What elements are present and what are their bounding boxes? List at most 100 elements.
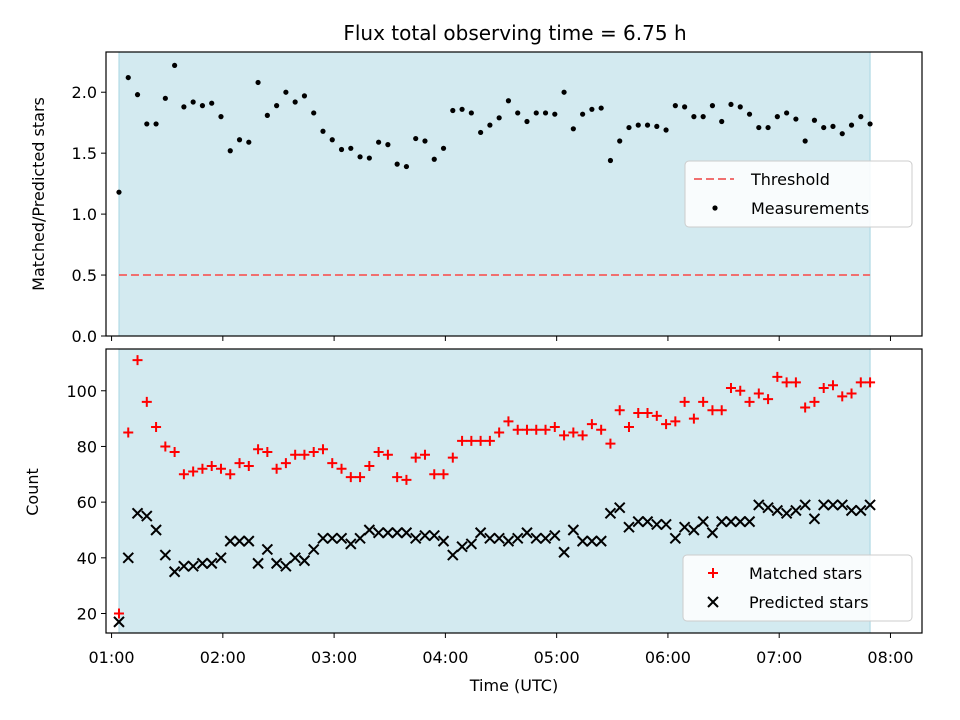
data-point [141, 396, 152, 407]
bottom-legend: Matched stars Predicted stars [682, 554, 913, 622]
data-point [784, 110, 790, 116]
y-tick-label: 1.0 [72, 205, 97, 224]
data-point [345, 472, 356, 483]
data-point [663, 127, 669, 133]
legend-box [684, 160, 913, 228]
data-point [641, 515, 654, 528]
data-point [697, 515, 709, 528]
data-point [707, 405, 718, 416]
data-point [373, 447, 384, 458]
data-point [419, 449, 430, 460]
data-point [320, 128, 326, 134]
data-point [456, 540, 468, 553]
data-point [774, 114, 780, 120]
data-point [327, 458, 338, 469]
y-tick-label: 2.0 [72, 83, 97, 102]
data-point [270, 557, 283, 570]
data-point [440, 145, 447, 151]
data-point [199, 103, 206, 109]
data-point [394, 161, 400, 167]
data-point [308, 447, 319, 458]
data-point [289, 552, 301, 564]
data-point [134, 92, 141, 98]
data-point [465, 538, 478, 550]
data-point [206, 557, 218, 570]
x-tick-label: 05:00 [534, 648, 580, 667]
plot-frame [105, 348, 923, 634]
data-point [512, 532, 524, 545]
top-panel: 0.0 0.5 1.0 1.5 2.0 Threshold Measurements [72, 51, 923, 346]
series-predicted-stars [113, 499, 876, 628]
data-point [577, 430, 588, 441]
data-point [474, 527, 487, 539]
data-point [169, 447, 180, 458]
x-tick-label: 07:00 [756, 648, 802, 667]
data-point [567, 524, 580, 536]
data-point [772, 371, 783, 382]
data-point [338, 146, 345, 153]
data-point [651, 518, 663, 531]
data-point [236, 137, 243, 143]
data-point [846, 388, 857, 399]
data-point [505, 98, 512, 104]
data-point [437, 535, 450, 547]
data-point [317, 444, 328, 455]
data-point [753, 388, 764, 399]
data-point [765, 124, 771, 131]
data-point [385, 142, 391, 148]
x-axis-label: Time (UTC) [469, 676, 558, 695]
data-point [215, 552, 227, 564]
data-point [308, 543, 320, 556]
data-point [743, 515, 756, 528]
x-tick-label: 08:00 [867, 648, 913, 667]
x-tick-label: 06:00 [645, 648, 691, 667]
data-point [478, 129, 484, 136]
y-tick-label: 40 [77, 549, 97, 568]
legend-label: Matched stars [749, 564, 862, 583]
data-point [802, 138, 808, 144]
data-point [382, 527, 394, 539]
data-point [280, 458, 291, 469]
data-point [605, 438, 616, 449]
data-point [438, 469, 449, 480]
data-point [364, 460, 375, 471]
top-legend: Threshold Measurements [684, 160, 913, 228]
data-point [867, 121, 873, 127]
data-point [233, 535, 246, 547]
data-point [400, 527, 413, 539]
data-point [549, 529, 561, 542]
data-point [487, 122, 493, 128]
chart-title: Flux total observing time = 6.75 h [343, 21, 686, 45]
data-point [484, 532, 496, 545]
legend-measurements-swatch [712, 205, 718, 211]
data-point [150, 524, 162, 536]
data-point [413, 135, 419, 142]
data-point [190, 99, 196, 105]
data-point [262, 447, 273, 458]
data-point [255, 79, 261, 86]
data-point [531, 424, 542, 435]
data-point [845, 504, 858, 517]
data-point [494, 427, 505, 438]
data-point [253, 444, 264, 455]
data-point [670, 416, 681, 427]
data-point [382, 449, 393, 460]
bottom-panel: 20 40 60 80 100 01:00 02:00 03:00 04:00 05:00 06:0… [66, 348, 923, 667]
data-point [540, 424, 551, 435]
data-point [790, 504, 802, 517]
data-point [661, 419, 672, 430]
data-point [457, 435, 468, 446]
data-point [818, 382, 829, 393]
data-point [403, 163, 410, 170]
data-point [246, 139, 252, 145]
data-point [159, 549, 172, 561]
data-point [623, 421, 634, 432]
data-point [763, 394, 774, 405]
data-point [790, 377, 801, 388]
y-tick-label: 1.5 [72, 144, 97, 163]
data-point [558, 546, 570, 558]
data-point [218, 114, 224, 120]
data-point [626, 124, 632, 131]
data-point [271, 463, 282, 474]
data-point [280, 560, 292, 572]
